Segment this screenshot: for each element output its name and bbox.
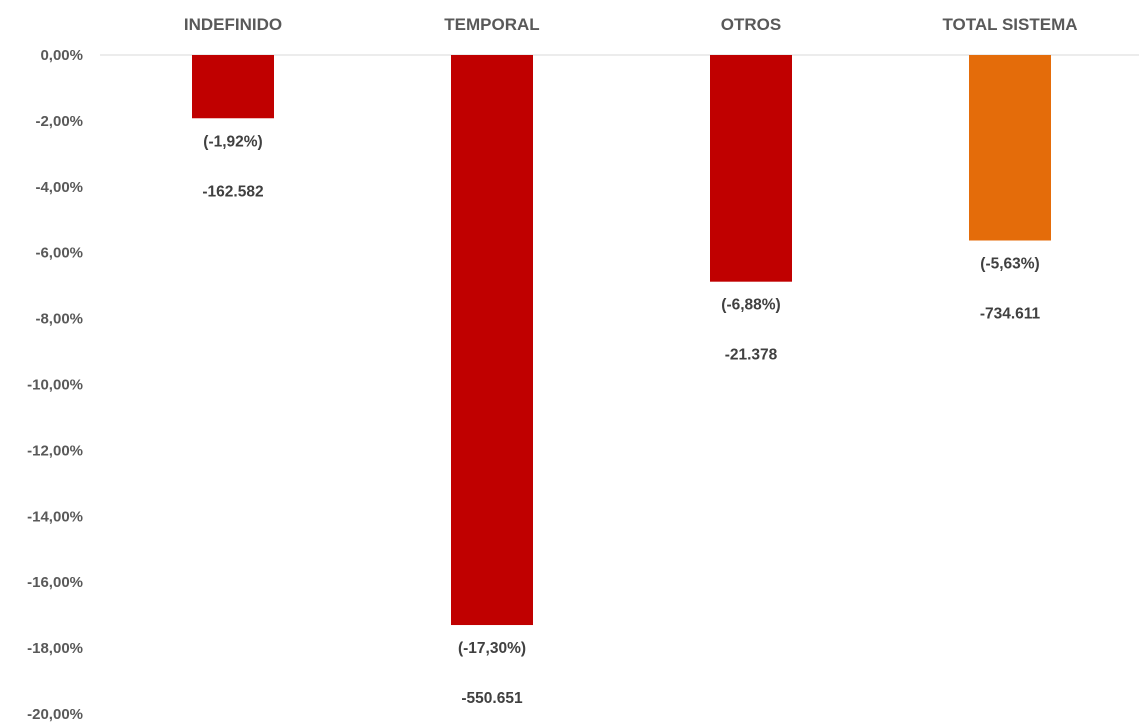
- count-data-label: -734.611: [980, 306, 1041, 323]
- y-tick-label: -18,00%: [27, 640, 83, 657]
- bar: [192, 55, 274, 119]
- y-tick-label: -4,00%: [35, 179, 83, 196]
- y-tick-label: -10,00%: [27, 377, 83, 394]
- x-axis-category-labels: INDEFINIDO TEMPORAL OTROS TOTAL SISTEMA: [184, 15, 1078, 34]
- y-tick-label: 0,00%: [40, 47, 83, 64]
- data-labels: (-1,92%) -162.582 (-17,30%) -550.651 (-6,88%…: [202, 133, 1040, 707]
- percent-data-label: (-5,63%): [980, 256, 1039, 273]
- bars: [192, 55, 1051, 626]
- percent-data-label: (-6,88%): [721, 297, 780, 314]
- y-tick-label: -20,00%: [27, 706, 83, 723]
- category-label: INDEFINIDO: [184, 15, 282, 34]
- y-tick-label: -2,00%: [35, 113, 83, 130]
- y-tick-label: -8,00%: [35, 311, 83, 328]
- category-label: TOTAL SISTEMA: [942, 15, 1077, 34]
- count-data-label: -21.378: [725, 347, 778, 364]
- y-tick-label: -12,00%: [27, 442, 83, 459]
- y-tick-label: -14,00%: [27, 508, 83, 525]
- bar: [710, 55, 792, 282]
- percent-data-label: (-1,92%): [203, 133, 262, 150]
- y-tick-label: -6,00%: [35, 245, 83, 262]
- percent-data-label: (-17,30%): [458, 640, 526, 657]
- count-data-label: -162.582: [202, 183, 263, 200]
- count-data-label: -550.651: [461, 690, 523, 707]
- category-label: TEMPORAL: [444, 15, 539, 34]
- bar: [451, 55, 533, 626]
- y-tick-label: -16,00%: [27, 574, 83, 591]
- bar: [969, 55, 1051, 241]
- y-axis: 0,00% -2,00% -4,00% -6,00% -8,00% -10,00% -12,…: [27, 47, 83, 723]
- category-label: OTROS: [721, 15, 781, 34]
